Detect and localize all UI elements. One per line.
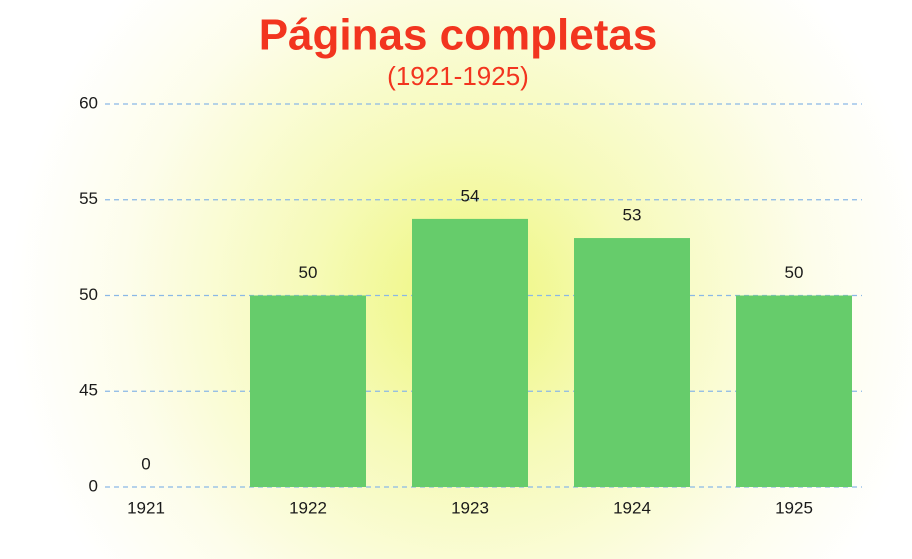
value-label: 50: [299, 263, 318, 282]
value-label: 54: [461, 186, 480, 205]
x-tick-label: 1924: [613, 498, 651, 517]
y-tick-label: 0: [89, 476, 98, 495]
bar: [574, 238, 690, 487]
chart-subtitle: (1921-1925): [387, 61, 529, 91]
value-label: 53: [623, 206, 642, 225]
y-tick-label: 60: [79, 93, 98, 112]
bar: [412, 218, 528, 487]
x-tick-label: 1922: [289, 498, 327, 517]
value-label: 50: [785, 263, 804, 282]
y-tick-label: 55: [79, 189, 98, 208]
value-label: 0: [141, 454, 150, 473]
x-tick-label: 1921: [127, 498, 165, 517]
bar: [250, 295, 366, 487]
x-tick-label: 1923: [451, 498, 489, 517]
bar: [736, 295, 852, 487]
y-tick-label: 45: [79, 381, 98, 400]
y-tick-label: 50: [79, 285, 98, 304]
x-tick-label: 1925: [775, 498, 813, 517]
chart-title: Páginas completas: [259, 11, 658, 60]
